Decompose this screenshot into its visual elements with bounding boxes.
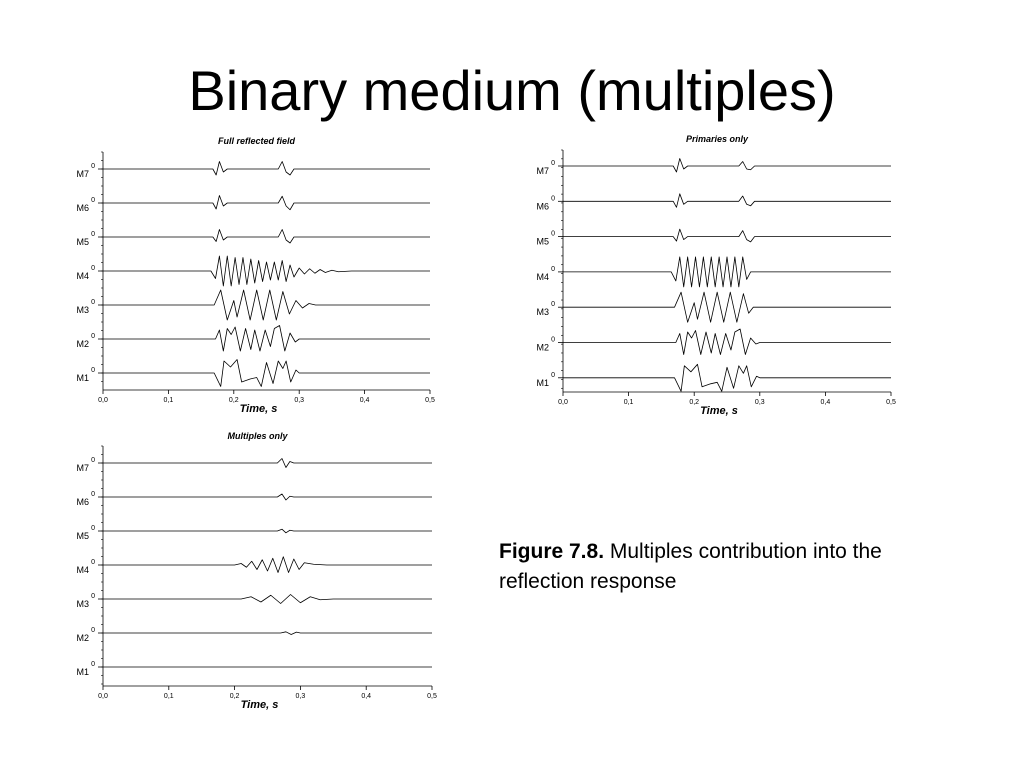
trace-label: M4 <box>536 272 549 282</box>
trace <box>103 161 430 176</box>
x-axis-label: Time, s <box>241 699 279 711</box>
trace-label: M7 <box>536 166 549 176</box>
trace-label: M3 <box>76 599 89 609</box>
x-tick-label: 0,4 <box>821 399 831 406</box>
trace-label: M5 <box>76 531 89 541</box>
y-tick-label: 0 <box>91 559 95 566</box>
trace <box>103 594 432 604</box>
x-tick-label: 0,3 <box>296 693 306 700</box>
y-tick-label: 0 <box>91 593 95 600</box>
trace <box>563 228 891 243</box>
trace <box>563 193 891 208</box>
y-tick-label: 0 <box>91 299 95 306</box>
panel-title: Full reflected field <box>218 136 296 146</box>
x-tick-label: 0,3 <box>294 397 304 404</box>
trace <box>103 359 430 387</box>
trace <box>563 158 891 173</box>
trace <box>563 363 891 392</box>
y-tick-label: 0 <box>551 195 555 202</box>
y-tick-label: 0 <box>91 231 95 238</box>
trace <box>563 328 891 355</box>
x-tick-label: 0,0 <box>98 397 108 404</box>
panel-title: Primaries only <box>686 134 749 144</box>
trace-label: M5 <box>536 237 549 247</box>
trace-label: M3 <box>536 307 549 317</box>
y-tick-label: 0 <box>91 367 95 374</box>
trace <box>103 556 432 573</box>
x-tick-label: 0,0 <box>98 693 108 700</box>
trace <box>103 289 430 321</box>
trace-label: M6 <box>76 497 89 507</box>
trace-label: M3 <box>76 305 89 315</box>
trace <box>103 229 430 244</box>
y-tick-label: 0 <box>551 301 555 308</box>
x-tick-label: 0,1 <box>164 397 174 404</box>
x-tick-label: 0,2 <box>230 693 240 700</box>
y-tick-label: 0 <box>551 160 555 167</box>
trace <box>103 195 430 211</box>
trace-label: M1 <box>76 373 89 383</box>
trace-label: M2 <box>536 343 549 353</box>
y-tick-label: 0 <box>91 197 95 204</box>
y-tick-label: 0 <box>91 333 95 340</box>
trace-label: M1 <box>76 667 89 677</box>
y-tick-label: 0 <box>91 163 95 170</box>
y-tick-label: 0 <box>91 457 95 464</box>
trace <box>563 291 891 323</box>
y-tick-label: 0 <box>551 266 555 273</box>
x-tick-label: 0,5 <box>427 693 437 700</box>
trace <box>103 493 432 501</box>
trace-label: M6 <box>76 203 89 213</box>
x-axis-label: Time, s <box>700 405 738 417</box>
x-axis-label: Time, s <box>240 403 278 415</box>
trace-label: M7 <box>76 169 89 179</box>
y-tick-label: 0 <box>551 372 555 379</box>
x-tick-label: 0,3 <box>755 399 765 406</box>
trace <box>103 255 430 287</box>
x-tick-label: 0,1 <box>164 693 174 700</box>
caption-text: Multiples contribution into the reflecti… <box>499 540 882 593</box>
x-tick-label: 0,1 <box>624 399 634 406</box>
trace-label: M4 <box>76 271 89 281</box>
trace-label: M6 <box>536 201 549 211</box>
caption-label: Figure 7.8. <box>499 540 605 563</box>
y-tick-label: 0 <box>91 525 95 532</box>
y-tick-label: 0 <box>91 265 95 272</box>
trace-label: M4 <box>76 565 89 575</box>
trace <box>103 631 432 635</box>
x-tick-label: 0,4 <box>361 693 371 700</box>
caption: Figure 7.8. Multiples contribution into … <box>499 537 939 597</box>
y-tick-label: 0 <box>91 491 95 498</box>
trace-label: M2 <box>76 633 89 643</box>
panel-title: Multiples only <box>227 431 288 441</box>
trace <box>103 325 430 352</box>
x-tick-label: 0,2 <box>229 397 239 404</box>
y-tick-label: 0 <box>551 231 555 238</box>
trace <box>103 458 432 468</box>
y-tick-label: 0 <box>91 661 95 668</box>
trace-label: M7 <box>76 463 89 473</box>
trace-label: M2 <box>76 339 89 349</box>
x-tick-label: 0,2 <box>689 399 699 406</box>
trace <box>563 256 891 288</box>
trace <box>103 528 432 534</box>
x-tick-label: 0,5 <box>886 399 896 406</box>
x-tick-label: 0,0 <box>558 399 568 406</box>
trace-label: M1 <box>536 378 549 388</box>
y-tick-label: 0 <box>551 337 555 344</box>
y-tick-label: 0 <box>91 627 95 634</box>
x-tick-label: 0,5 <box>425 397 435 404</box>
x-tick-label: 0,4 <box>360 397 370 404</box>
slide-title: Binary medium (multiples) <box>188 59 836 122</box>
trace-label: M5 <box>76 237 89 247</box>
